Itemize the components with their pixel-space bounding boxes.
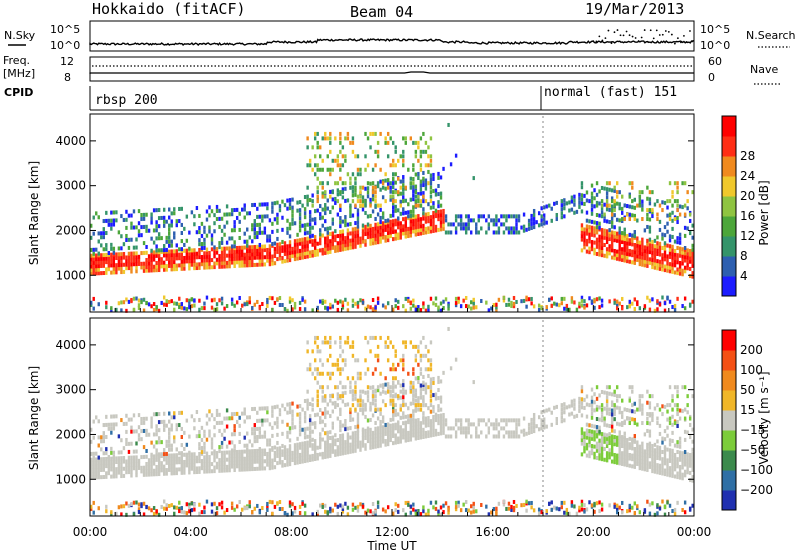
velocity-heatmap-cells — [90, 327, 694, 517]
power-ytick-1000: 1000 — [55, 268, 86, 282]
nsky-label: N.Sky — [4, 29, 36, 42]
power-colorbar-tick-12: 12 — [740, 229, 755, 243]
velocity-colorbar-swatch — [722, 350, 736, 371]
power-colorbar-swatch — [722, 276, 736, 297]
freq-label: Freq. — [3, 54, 30, 67]
power-colorbar-tick-8: 8 — [740, 249, 748, 263]
nsky-strip: N.Sky 10^5 10^0 10^5 10^0 N.Search — [4, 21, 796, 52]
power-ylabel: Slant Range [km] — [27, 161, 41, 265]
velocity-panel: 1000 2000 3000 4000 Slant Range [km] 00:00 0… — [27, 318, 711, 553]
freq-unit: [MHz] — [3, 67, 35, 80]
velocity-colorbar-tick-7: −200 — [740, 483, 773, 497]
velocity-colorbar-swatch — [722, 410, 736, 431]
velocity-ylabel: Slant Range [km] — [27, 366, 41, 470]
velocity-ytick-2000: 2000 — [55, 427, 86, 441]
time-tick-label-3: 12:00 — [375, 525, 410, 539]
time-tick-label-1: 04:00 — [173, 525, 208, 539]
time-axis-label: Time UT — [366, 539, 417, 553]
cpid-strip: rbsp 200 normal (fast) 151 — [90, 85, 694, 110]
power-panel: 1000 2000 3000 4000 Slant Range [km] — [27, 114, 694, 313]
power-heatmap-cells — [90, 123, 694, 313]
velocity-colorbar-swatch — [722, 450, 736, 471]
nsky-tick-top: 10^5 — [50, 23, 80, 36]
velocity-colorbar-swatch — [722, 430, 736, 451]
power-colorbar-label: Power [dB] — [757, 180, 771, 245]
time-tick-label-5: 20:00 — [576, 525, 611, 539]
power-colorbar-swatch — [722, 116, 736, 137]
power-colorbar-tick-24: 24 — [740, 169, 755, 183]
freq-tick-top: 12 — [60, 55, 74, 68]
station-title: Hokkaido (fitACF) — [92, 0, 246, 18]
freq-tick-bottom: 8 — [64, 71, 71, 84]
nsky-tick-bottom: 10^0 — [50, 39, 80, 52]
velocity-ytick-1000: 1000 — [55, 472, 86, 486]
power-colorbar: 4 8 12 16 20 24 28 Power [dB] — [722, 116, 771, 297]
cpid-segment-rbsp: rbsp 200 — [95, 93, 158, 108]
velocity-colorbar-tick-0: 200 — [740, 343, 763, 357]
nsearch-tick-bottom: 10^0 — [700, 39, 730, 52]
velocity-ytick-3000: 3000 — [55, 383, 86, 397]
power-colorbar-swatch — [722, 176, 736, 197]
power-colorbar-swatch — [722, 256, 736, 277]
power-colorbar-tick-4: 4 — [740, 269, 748, 283]
nave-tick-bottom: 0 — [708, 71, 715, 84]
power-colorbar-tick-20: 20 — [740, 189, 755, 203]
time-tick-label-4: 16:00 — [475, 525, 510, 539]
nsearch-label: N.Search — [746, 29, 796, 42]
time-tick-label-6: 00:00 — [677, 525, 712, 539]
power-colorbar-swatch — [722, 156, 736, 177]
beam-title: Beam 04 — [350, 3, 413, 21]
velocity-colorbar-swatch — [722, 390, 736, 411]
velocity-colorbar-swatch — [722, 370, 736, 391]
velocity-colorbar-tick-2: 50 — [740, 383, 755, 397]
power-colorbar-tick-28: 28 — [740, 149, 755, 163]
velocity-colorbar-label: Velocity [m s⁻¹] — [757, 371, 771, 464]
velocity-colorbar-swatch — [722, 470, 736, 491]
velocity-colorbar-swatch — [722, 490, 736, 511]
power-colorbar-tick-16: 16 — [740, 209, 755, 223]
nsearch-tick-top: 10^5 — [700, 23, 730, 36]
power-colorbar-swatch — [722, 216, 736, 237]
power-colorbar-swatch — [722, 136, 736, 157]
power-ytick-2000: 2000 — [55, 223, 86, 237]
velocity-ytick-4000: 4000 — [55, 338, 86, 352]
power-ytick-4000: 4000 — [55, 134, 86, 148]
velocity-colorbar-tick-3: 15 — [740, 403, 755, 417]
power-colorbar-swatch — [722, 196, 736, 217]
date-title: 19/Mar/2013 — [585, 0, 684, 18]
cpid-segment-normal: normal (fast) 151 — [544, 85, 677, 100]
power-colorbar-swatch — [722, 236, 736, 257]
power-ytick-3000: 3000 — [55, 179, 86, 193]
nave-label: Nave — [750, 63, 778, 76]
nave-tick-top: 60 — [708, 55, 722, 68]
cpid-label: CPID — [4, 86, 33, 99]
time-tick-label-0: 00:00 — [73, 525, 108, 539]
time-tick-label-2: 08:00 — [274, 525, 309, 539]
velocity-colorbar-swatch — [722, 330, 736, 351]
